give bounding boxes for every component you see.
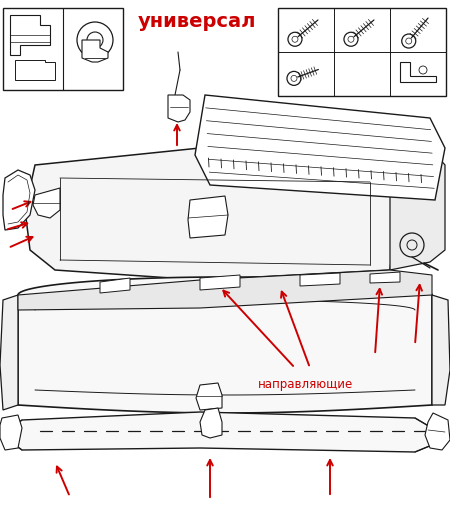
Polygon shape: [168, 95, 190, 122]
Bar: [278, 8, 446, 96]
Polygon shape: [188, 196, 228, 238]
Polygon shape: [200, 275, 240, 290]
Polygon shape: [300, 273, 340, 286]
Polygon shape: [200, 408, 222, 438]
Polygon shape: [425, 413, 450, 450]
Polygon shape: [8, 412, 432, 452]
Polygon shape: [18, 270, 432, 310]
Polygon shape: [33, 188, 60, 218]
Polygon shape: [10, 15, 50, 55]
Polygon shape: [195, 95, 445, 200]
Polygon shape: [82, 40, 108, 62]
Polygon shape: [100, 278, 130, 293]
Polygon shape: [390, 148, 445, 270]
Polygon shape: [400, 62, 436, 82]
Polygon shape: [25, 148, 400, 280]
Bar: [3, 8, 123, 90]
Text: направляющие: направляющие: [258, 378, 353, 391]
Polygon shape: [432, 295, 450, 405]
Polygon shape: [370, 272, 400, 283]
Polygon shape: [18, 277, 432, 413]
Polygon shape: [196, 383, 222, 410]
Text: универсал: универсал: [138, 12, 256, 31]
Polygon shape: [0, 415, 22, 450]
Polygon shape: [15, 60, 55, 80]
Polygon shape: [3, 170, 35, 230]
Polygon shape: [0, 295, 18, 410]
